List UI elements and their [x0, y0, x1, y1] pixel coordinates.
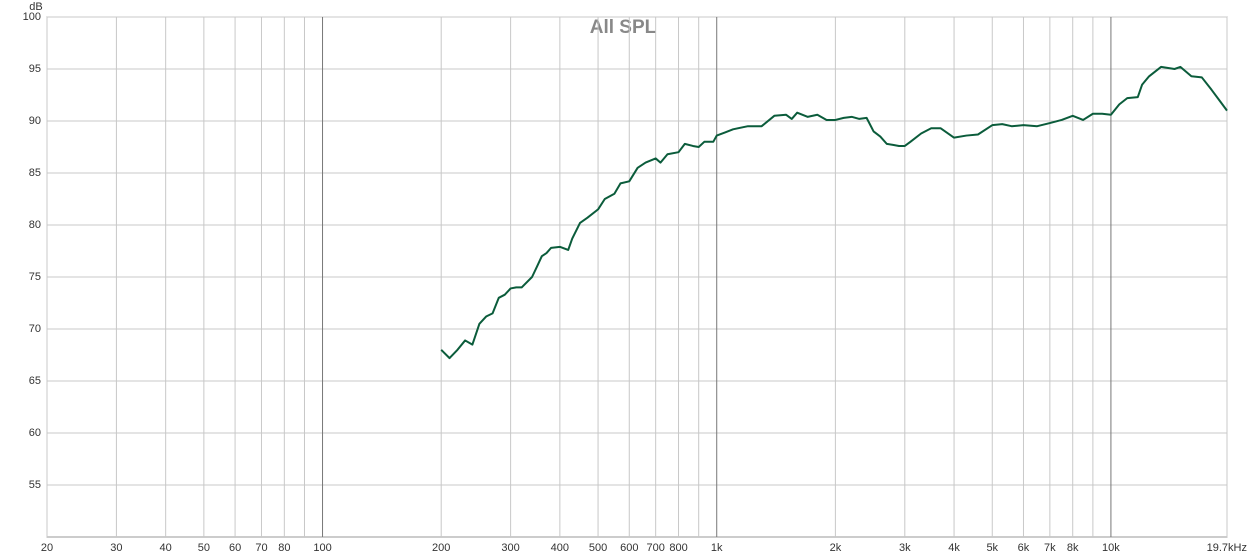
y-tick-label: 65 — [29, 375, 41, 387]
y-tick-label: 80 — [29, 219, 41, 231]
x-tick-label: 60 — [229, 542, 241, 554]
x-tick-label: 40 — [160, 542, 172, 554]
x-tick-label: 4k — [948, 542, 960, 554]
y-tick-label: 55 — [29, 479, 41, 491]
x-tick-label: 19.7kHz — [1207, 542, 1247, 554]
x-tick-label: 800 — [669, 542, 687, 554]
x-tick-label: 500 — [589, 542, 607, 554]
x-tick-label: 70 — [255, 542, 267, 554]
x-tick-label: 20 — [41, 542, 53, 554]
y-tick-label: 60 — [29, 427, 41, 439]
x-tick-label: 1k — [711, 542, 723, 554]
x-tick-label: 5k — [986, 542, 998, 554]
x-tick-label: 7k — [1044, 542, 1056, 554]
chart-title: All SPL — [590, 17, 657, 38]
x-tick-label: 8k — [1067, 542, 1079, 554]
x-tick-label: 2k — [830, 542, 842, 554]
x-tick-label: 30 — [110, 542, 122, 554]
y-tick-label: 100 — [23, 11, 41, 23]
x-tick-label: 6k — [1018, 542, 1030, 554]
x-tick-label: 700 — [646, 542, 664, 554]
y-tick-label: 75 — [29, 271, 41, 283]
x-tick-label: 200 — [432, 542, 450, 554]
y-tick-label: 95 — [29, 63, 41, 75]
x-tick-label: 400 — [551, 542, 569, 554]
x-tick-label: 80 — [278, 542, 290, 554]
y-tick-label: 90 — [29, 115, 41, 127]
x-tick-label: 3k — [899, 542, 911, 554]
x-tick-label: 100 — [313, 542, 331, 554]
y-tick-label: 70 — [29, 323, 41, 335]
y-tick-label: 85 — [29, 167, 41, 179]
y-axis-label: dB — [29, 1, 42, 13]
x-tick-label: 10k — [1102, 542, 1120, 554]
data-line — [440, 65, 1228, 360]
x-tick-label: 600 — [620, 542, 638, 554]
x-tick-label: 50 — [198, 542, 210, 554]
x-tick-label: 300 — [501, 542, 519, 554]
